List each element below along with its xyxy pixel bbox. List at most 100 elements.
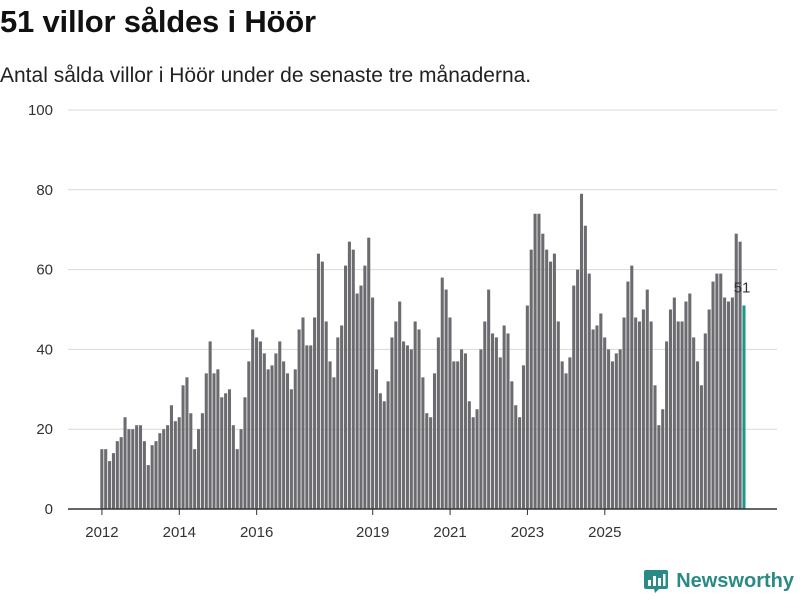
bar: [494, 337, 498, 509]
bar: [467, 401, 471, 509]
bar: [583, 225, 587, 509]
bar: [452, 361, 456, 509]
y-tick-label: 0: [45, 501, 53, 518]
bar: [518, 417, 522, 509]
bar: [490, 333, 495, 509]
bar: [463, 353, 467, 509]
bar: [556, 321, 560, 509]
bar: [227, 389, 232, 509]
bar: [641, 309, 645, 509]
bar: [309, 345, 313, 509]
bar: [138, 425, 143, 509]
bar: [108, 461, 112, 509]
bar: [626, 281, 630, 509]
bar: [355, 293, 359, 509]
bar: [398, 301, 402, 509]
bar: [258, 341, 262, 509]
bar: [297, 329, 301, 509]
bar: [100, 449, 104, 509]
bar: [444, 289, 448, 509]
bar: [413, 321, 417, 509]
x-tick-label: 2019: [356, 524, 389, 541]
bar: [347, 241, 351, 510]
bar: [692, 337, 696, 509]
bar: [371, 297, 375, 509]
bar: [541, 233, 545, 509]
bar: [645, 289, 649, 509]
bar: [111, 453, 115, 509]
bar: [336, 337, 340, 509]
bar: [278, 341, 282, 509]
x-tick-label: 2023: [511, 524, 544, 541]
bar: [688, 293, 692, 509]
bar: [603, 337, 607, 509]
bar: [587, 273, 591, 509]
bar: [715, 273, 719, 509]
bar: [506, 333, 510, 509]
bar: [471, 417, 475, 509]
bar: [653, 385, 657, 509]
bar: [699, 385, 703, 509]
bar: [537, 213, 541, 510]
bar: [595, 325, 599, 509]
bar: [197, 429, 201, 509]
bar: [614, 353, 618, 509]
bar: [231, 425, 235, 509]
bar: [576, 269, 580, 509]
bar: [440, 277, 444, 509]
bar: [402, 341, 406, 509]
bar: [719, 273, 723, 509]
bar: [127, 429, 131, 509]
bar: [425, 413, 429, 509]
bar: [135, 425, 139, 509]
bar: [324, 321, 328, 509]
bar: [521, 365, 526, 509]
bar: [251, 329, 255, 509]
bar: [142, 441, 146, 509]
bar: [591, 329, 595, 509]
bar: [200, 413, 204, 509]
bar: [417, 329, 421, 509]
bar: [266, 369, 270, 509]
bar: [359, 285, 363, 509]
bar: [545, 249, 549, 509]
bar: [409, 349, 413, 509]
bar: [510, 381, 514, 509]
bar: [456, 361, 460, 509]
bar: [208, 341, 212, 509]
bar: [432, 373, 437, 509]
bar: [386, 381, 390, 509]
bar: [239, 429, 243, 509]
x-tick-label: 2012: [85, 524, 118, 541]
x-tick-label: 2025: [588, 524, 621, 541]
bar: [235, 449, 239, 509]
newsworthy-logo[interactable]: Newsworthy: [643, 568, 794, 594]
bar: [166, 425, 170, 509]
bar: [169, 405, 173, 509]
bar: [514, 405, 518, 509]
bar: [429, 417, 433, 509]
bar: [657, 425, 661, 509]
bar: [707, 309, 711, 509]
bar: [564, 373, 568, 509]
x-tick-label: 2021: [433, 524, 466, 541]
bar: [289, 389, 293, 509]
bar: [212, 373, 216, 509]
bar: [634, 317, 638, 509]
bar: [162, 429, 166, 509]
bar: [270, 365, 274, 509]
bar: [305, 345, 309, 509]
highlight-bar: [742, 305, 746, 509]
bar: [498, 357, 502, 509]
bar: [344, 265, 348, 509]
bar: [115, 441, 119, 509]
bar: [703, 333, 707, 509]
bar: [328, 361, 332, 509]
bar: [665, 341, 669, 509]
bar: [738, 241, 742, 510]
bar: [316, 253, 320, 509]
bar: [661, 409, 665, 509]
y-tick-label: 20: [36, 421, 53, 438]
bar: [560, 361, 564, 509]
bar: [123, 417, 127, 509]
